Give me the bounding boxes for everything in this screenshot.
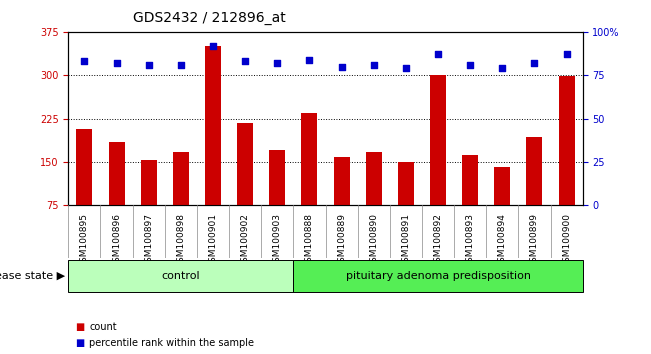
Text: GSM100895: GSM100895 (80, 213, 89, 268)
Text: ■: ■ (75, 322, 84, 332)
Text: GSM100901: GSM100901 (208, 213, 217, 268)
Point (143, 62, 154, 68)
Point (304, 57, 314, 62)
Text: GSM100899: GSM100899 (530, 213, 539, 268)
Bar (109, 142, 124, 205)
Bar (494, 167, 510, 205)
Bar (559, 76, 575, 205)
Point (400, 65, 411, 71)
Text: count: count (89, 322, 117, 332)
Point (272, 60, 283, 66)
Bar (173, 152, 189, 205)
Bar (430, 75, 446, 205)
Bar (527, 137, 542, 205)
Text: GSM100894: GSM100894 (498, 213, 506, 268)
Bar (398, 162, 414, 205)
Text: percentile rank within the sample: percentile rank within the sample (89, 338, 254, 348)
Text: GSM100896: GSM100896 (112, 213, 121, 268)
Text: GSM100888: GSM100888 (305, 213, 314, 268)
Text: GSM100892: GSM100892 (434, 213, 443, 268)
Bar (462, 155, 478, 205)
Text: GSM100902: GSM100902 (241, 213, 249, 268)
Text: GDS2432 / 212896_at: GDS2432 / 212896_at (133, 11, 286, 25)
Point (368, 62, 379, 68)
Bar (237, 122, 253, 205)
Text: control: control (161, 271, 200, 281)
Text: GSM100900: GSM100900 (562, 213, 571, 268)
Bar (141, 160, 157, 205)
Text: ■: ■ (75, 338, 84, 348)
Text: disease state ▶: disease state ▶ (0, 271, 65, 281)
Point (176, 62, 186, 68)
Bar (366, 152, 381, 205)
Text: GSM100891: GSM100891 (402, 213, 410, 268)
Bar (270, 150, 285, 205)
Text: GSM100889: GSM100889 (337, 213, 346, 268)
Text: GSM100897: GSM100897 (145, 213, 153, 268)
Point (529, 60, 540, 66)
Bar (301, 113, 318, 205)
Point (561, 52, 572, 57)
Text: GSM100898: GSM100898 (176, 213, 186, 268)
Point (497, 65, 508, 71)
Point (240, 58, 251, 64)
Text: GSM100893: GSM100893 (465, 213, 475, 268)
Text: GSM100903: GSM100903 (273, 213, 282, 268)
Bar (333, 157, 350, 205)
Point (208, 43, 218, 48)
Bar (205, 46, 221, 205)
Point (111, 60, 122, 66)
FancyBboxPatch shape (68, 260, 294, 292)
Text: pituitary adenoma predisposition: pituitary adenoma predisposition (346, 271, 531, 281)
Point (79, 58, 90, 64)
Point (465, 62, 475, 68)
Point (337, 64, 347, 69)
FancyBboxPatch shape (294, 260, 583, 292)
Text: GSM100890: GSM100890 (369, 213, 378, 268)
Point (433, 52, 443, 57)
Bar (76, 129, 92, 205)
